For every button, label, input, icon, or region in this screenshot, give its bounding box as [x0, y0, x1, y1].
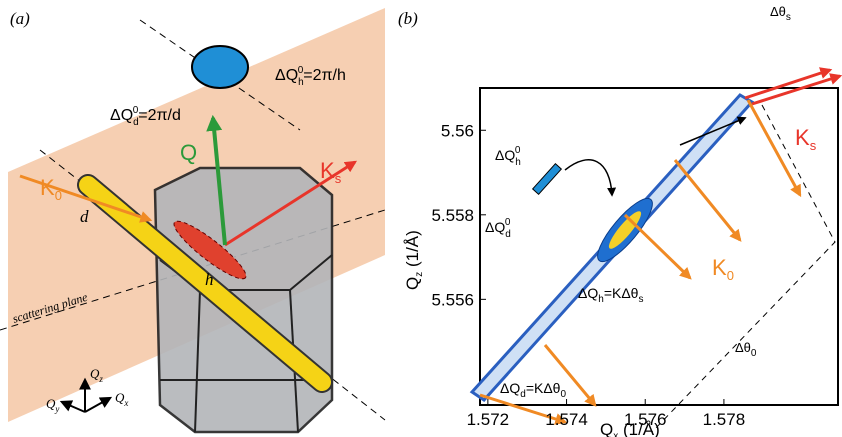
text: K: [795, 125, 810, 150]
sub: 0: [727, 268, 734, 283]
q-label: Q: [180, 140, 197, 165]
sub: x: [123, 398, 128, 408]
x-tick-label: 1.578: [703, 410, 746, 429]
rest: =KΔθ: [526, 380, 561, 396]
y-tick-label: 5.556: [431, 290, 474, 309]
dts-label: Δθs: [770, 4, 791, 23]
text: ΔQ: [485, 219, 505, 235]
x-tick-label: 1.574: [545, 410, 588, 429]
dt0-label: Δθ0: [735, 340, 757, 359]
link-arrow: [565, 160, 612, 195]
sup: 0: [515, 145, 521, 156]
sub: s: [335, 171, 342, 186]
dqh0-box: [533, 164, 562, 195]
y-tick-label: 5.558: [431, 206, 474, 225]
sub: s: [786, 12, 791, 23]
figure: (a) ΔQh0=2π/h ΔQd0=2π/d Q Ks K0 d h scat…: [0, 0, 842, 437]
text: ΔQ: [110, 107, 133, 124]
axis-arrow: [62, 402, 85, 412]
text: Q: [600, 420, 613, 437]
y-axis-label: Qz (1/Å): [403, 230, 425, 290]
sub2: 0: [560, 389, 566, 400]
rest: =2π/h: [303, 67, 346, 84]
rest: =2π/d: [138, 107, 181, 124]
ks-label: Ks: [795, 125, 817, 153]
text: Q: [403, 277, 422, 290]
text: ΔQ: [495, 147, 515, 163]
panel-a: (a) ΔQh0=2π/h ΔQd0=2π/d Q Ks K0 d h scat…: [0, 8, 385, 432]
sub2: s: [638, 294, 643, 305]
dqd-label: ΔQd=KΔθ0: [500, 380, 566, 400]
rest: =KΔθ: [604, 285, 639, 301]
sub: 0: [751, 348, 757, 359]
sub: h: [515, 157, 521, 168]
y-tick-label: 5.56: [441, 121, 474, 140]
dqd0-label: ΔQd0: [485, 217, 511, 240]
panel-label: (a): [10, 9, 30, 28]
dqh-label: ΔQh=KΔθs: [578, 285, 643, 305]
x-tick-label: 1.576: [624, 410, 667, 429]
sub: s: [810, 138, 817, 153]
text: ΔQ: [275, 67, 298, 84]
text: Δθ: [735, 340, 751, 355]
k0-label: K0: [712, 255, 734, 283]
text: ΔQ: [578, 285, 598, 301]
k0-arrow: [545, 345, 595, 405]
sub: d: [505, 229, 511, 240]
panel-b: (b) ΔQh0 ΔQd0 ΔQh=KΔθs ΔQd=KΔθ0 K0 Ks Δθ…: [398, 4, 840, 437]
text: K: [40, 175, 55, 200]
text: K: [320, 158, 335, 183]
crystal: [155, 168, 332, 432]
text: K: [712, 255, 727, 280]
d-label: d: [80, 207, 89, 226]
sub: y: [54, 404, 59, 414]
h-label: h: [205, 270, 214, 289]
sup: 0: [505, 217, 511, 228]
reciprocal-disk: [192, 46, 248, 88]
k0-arrow: [748, 100, 800, 195]
axis-arrow: [85, 398, 110, 412]
k0-arrow: [625, 215, 690, 278]
panel-label: (b): [398, 9, 418, 28]
dqh0-label: ΔQh0: [495, 145, 521, 168]
sub: z: [98, 374, 103, 384]
text: ΔQ: [500, 380, 520, 396]
sub: 0: [55, 188, 62, 203]
qx-label: Qx: [115, 390, 128, 408]
text: Δθ: [770, 4, 786, 19]
x-tick-label: 1.572: [467, 410, 510, 429]
rest: (1/Å): [403, 230, 422, 272]
k0-arrow: [675, 160, 740, 240]
